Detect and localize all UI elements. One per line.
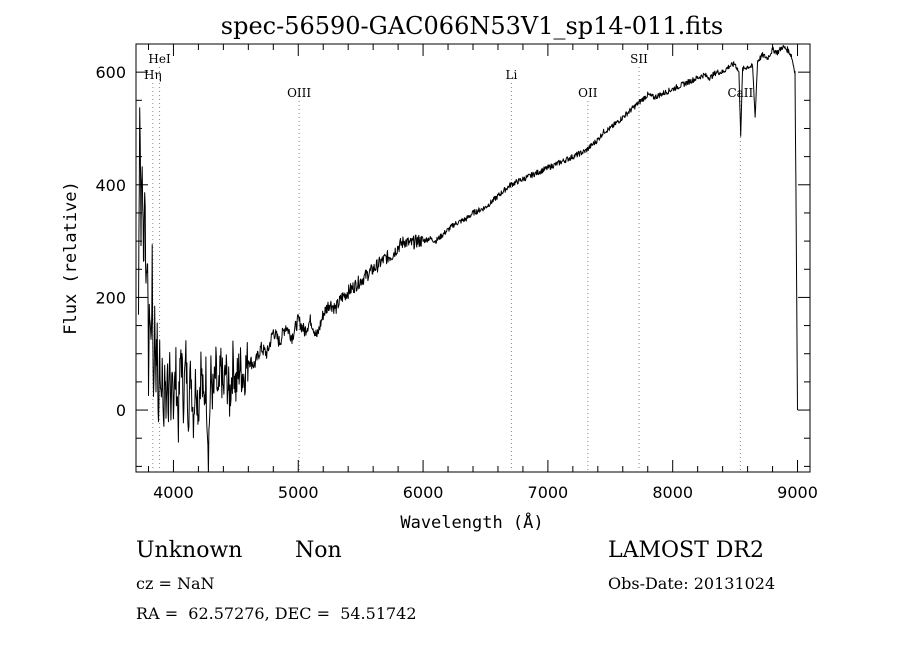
marker-label: OII (578, 86, 598, 100)
chart-title: spec-56590-GAC066N53V1_sp14-011.fits (221, 12, 723, 40)
marker-label: CaII (727, 86, 753, 100)
plot-frame (135, 43, 811, 473)
marker-label: SII (630, 52, 648, 66)
series-layer (138, 45, 798, 472)
marker-label: Hη (144, 68, 162, 82)
marker-label: Li (506, 68, 518, 82)
y-tick-label: 200 (95, 288, 126, 307)
x-tick-label: 4000 (153, 483, 194, 502)
axis-ticks: 4000 5000 6000 7000 8000 9000 0 200 400 600 (95, 43, 818, 502)
y-tick-label: 400 (95, 176, 126, 195)
spectral-line-markers: Hη HeI OIII Li OII SII CaII (144, 52, 754, 472)
x-tick-label: 5000 (278, 483, 319, 502)
x-tick-label: 7000 (528, 483, 569, 502)
x-tick-label: 9000 (777, 483, 818, 502)
spectrum-line (138, 45, 798, 472)
marker-label: OIII (287, 86, 311, 100)
y-tick-label: 600 (95, 63, 126, 82)
x-axis-label: Wavelength (Å) (400, 511, 543, 533)
y-tick-label: 0 (116, 401, 126, 420)
x-tick-label: 6000 (403, 483, 444, 502)
x-tick-label: 8000 (652, 483, 693, 502)
y-axis-label: Flux (relative) (61, 181, 81, 335)
marker-label: HeI (148, 52, 171, 66)
